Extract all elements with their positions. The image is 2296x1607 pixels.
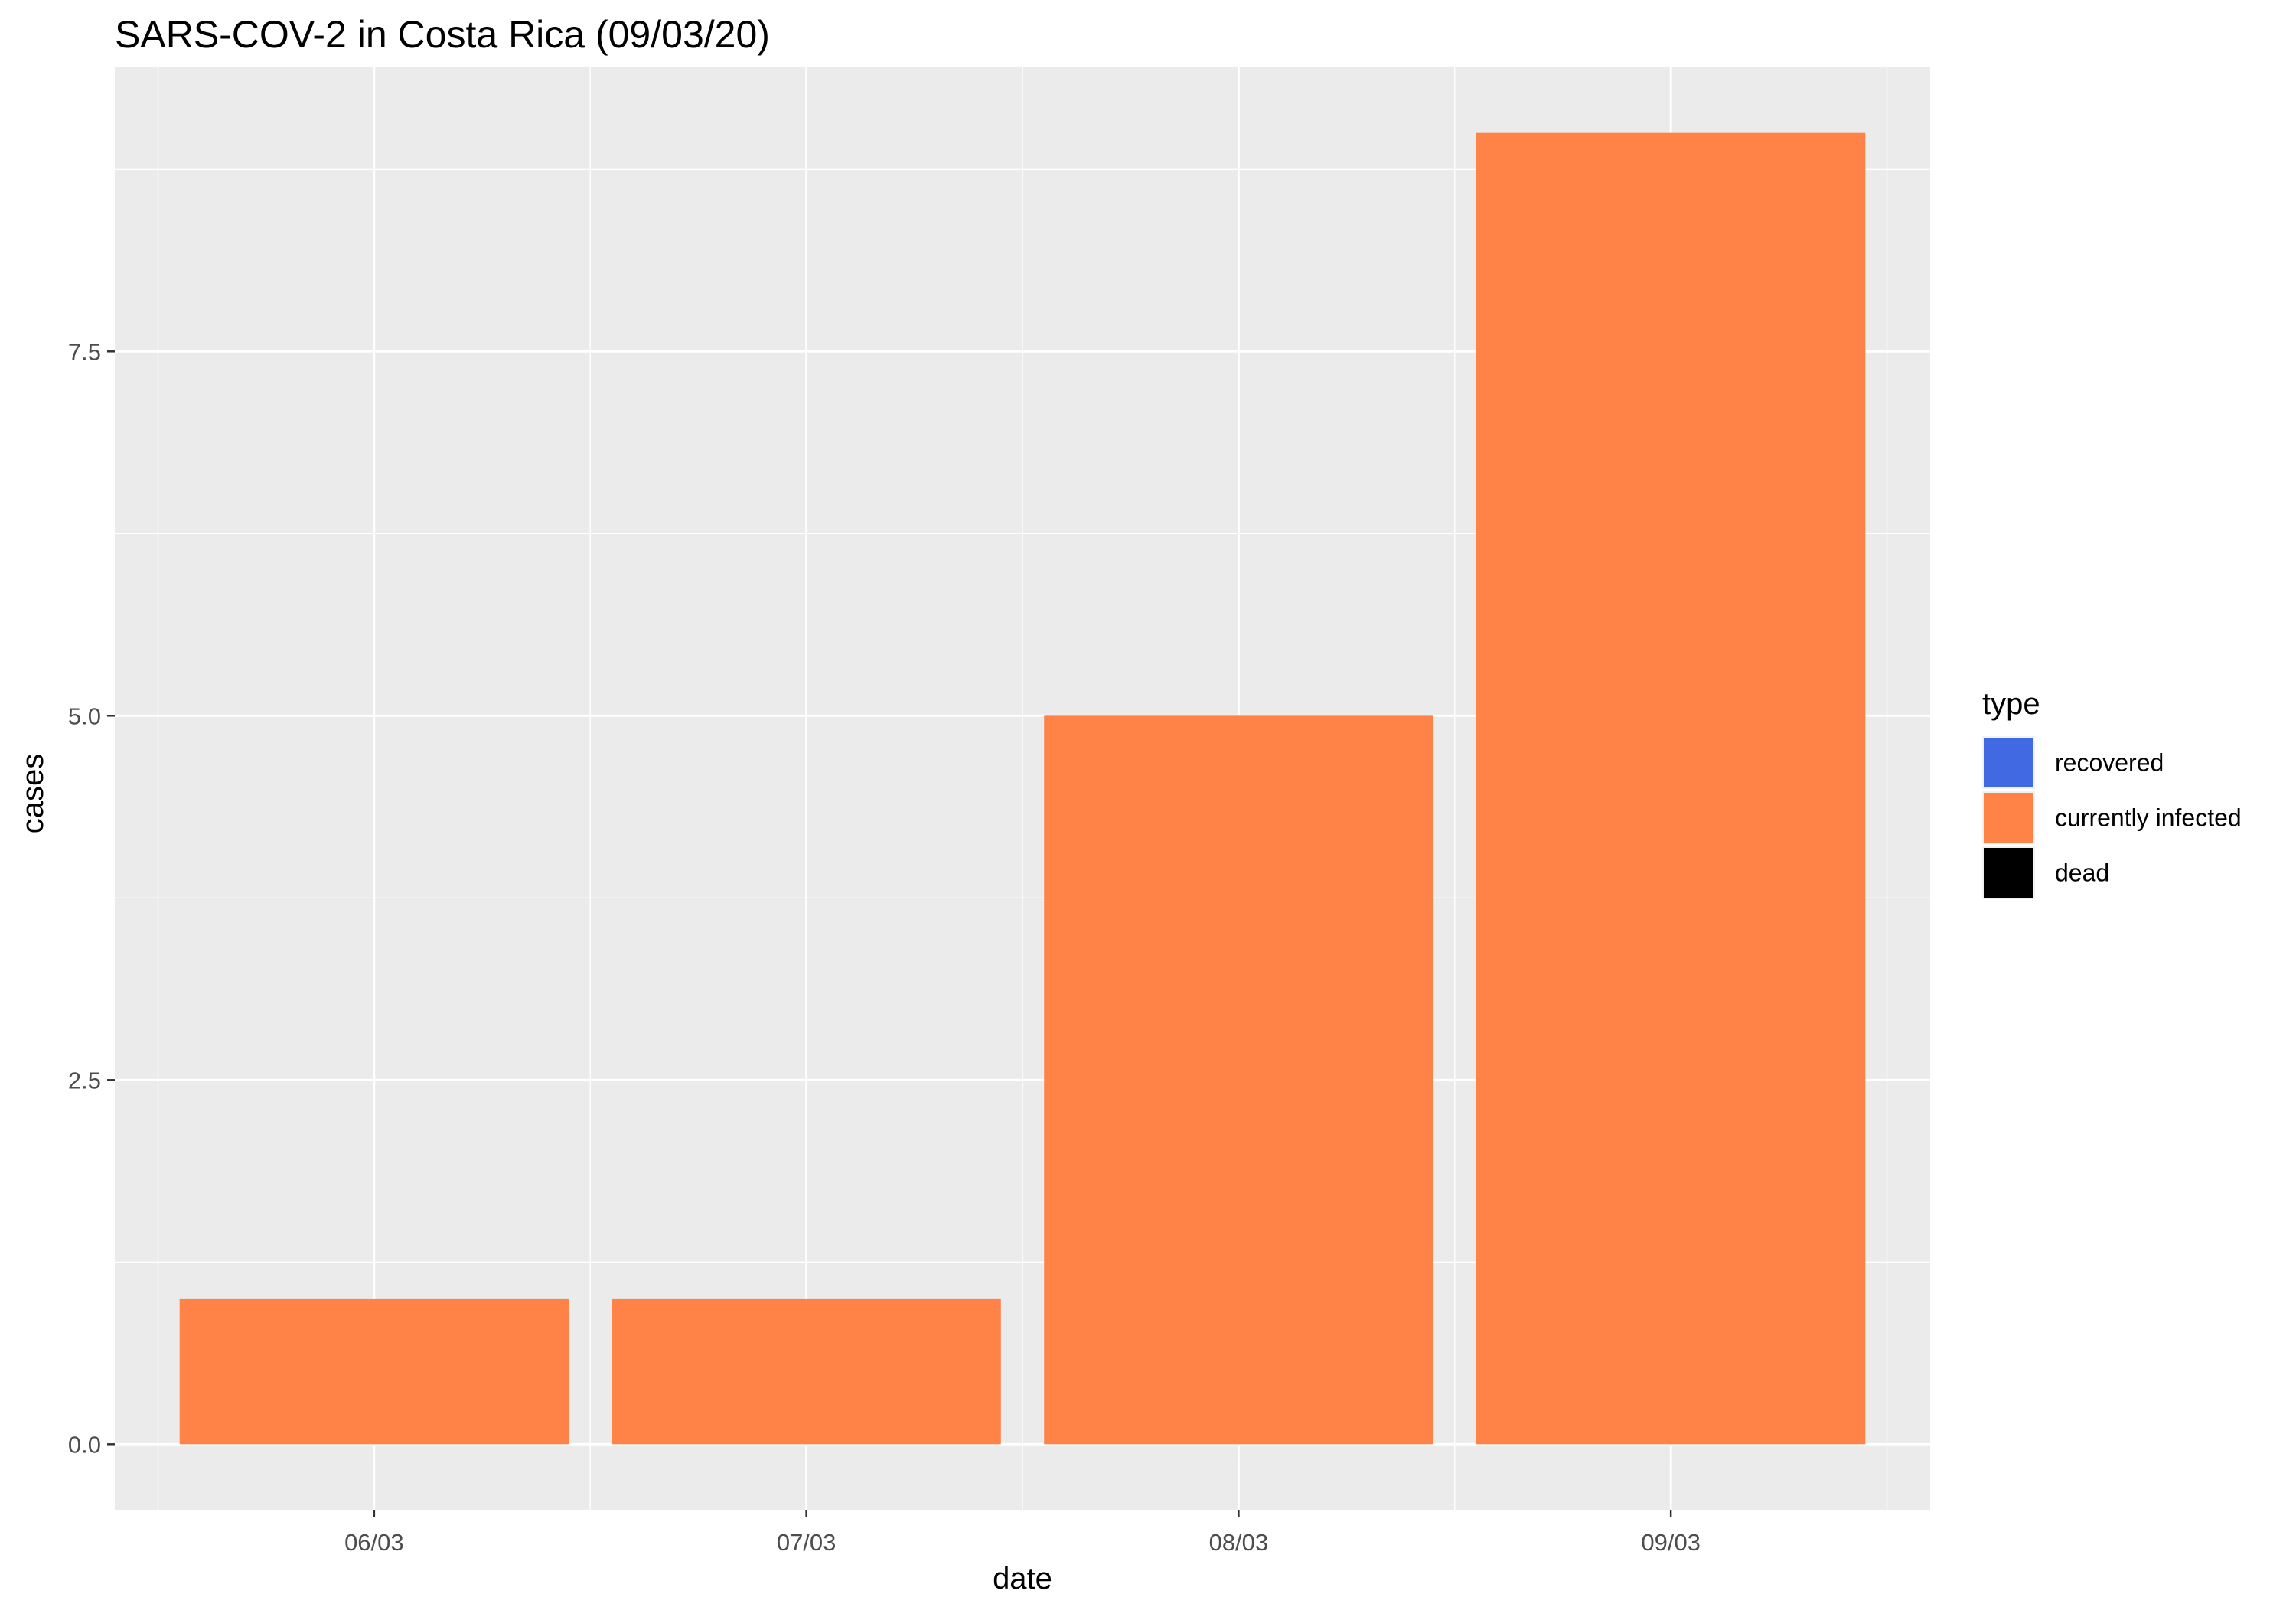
legend-label-recovered: recovered (2055, 749, 2164, 777)
legend-items: recovered currently infected dead (1982, 736, 2242, 899)
y-tick-label: 5.0 (68, 702, 101, 729)
x-axis-title: date (993, 1562, 1052, 1596)
legend-label-currently-infected: currently infected (2055, 804, 2242, 832)
bar-07-03-currently-infected (612, 1298, 1001, 1445)
plot-panel (115, 67, 1930, 1510)
bar-06-03-currently-infected (179, 1298, 569, 1445)
y-tick-label: 0.0 (68, 1431, 101, 1458)
x-axis: 06/03 07/03 08/03 09/03 (344, 1510, 1701, 1556)
legend-swatch-dead (1984, 848, 2033, 898)
chart-title: SARS-COV-2 in Costa Rica (09/03/20) (115, 13, 770, 56)
x-tick-label: 08/03 (1209, 1529, 1269, 1556)
y-tick-label: 7.5 (68, 338, 101, 365)
legend-swatch-recovered (1984, 738, 2033, 787)
grid-minor (115, 67, 1930, 1510)
bar-08-03-currently-infected (1044, 715, 1433, 1445)
legend-label-dead: dead (2055, 859, 2109, 887)
bars (179, 132, 1866, 1445)
y-axis-title: cases (16, 754, 50, 834)
x-tick-label: 06/03 (344, 1529, 404, 1556)
legend: type recovered currently infected dead (1982, 687, 2242, 899)
legend-swatch-currently-infected (1984, 793, 2033, 843)
x-tick-label: 09/03 (1641, 1529, 1701, 1556)
y-tick-label: 2.5 (68, 1067, 101, 1094)
x-tick-label: 07/03 (777, 1529, 837, 1556)
legend-title: type (1982, 687, 2040, 721)
bar-09-03-currently-infected (1476, 132, 1866, 1445)
y-axis: 0.0 2.5 5.0 7.5 (68, 338, 115, 1458)
